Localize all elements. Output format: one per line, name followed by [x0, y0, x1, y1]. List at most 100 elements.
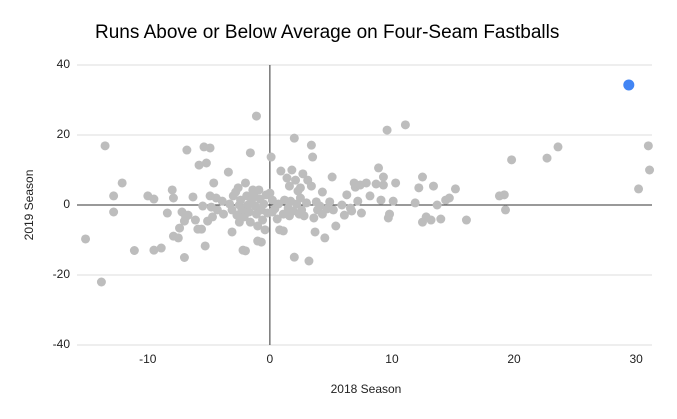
point — [109, 207, 119, 217]
point — [197, 224, 207, 234]
point — [168, 193, 178, 203]
point — [310, 227, 320, 237]
point — [308, 152, 318, 162]
point — [217, 196, 227, 206]
point — [643, 141, 653, 151]
point — [251, 111, 261, 121]
point — [553, 142, 563, 152]
point — [634, 184, 644, 194]
point — [295, 183, 305, 193]
point — [282, 173, 292, 183]
point — [245, 217, 255, 227]
point — [378, 172, 388, 182]
point — [182, 145, 192, 155]
point — [175, 223, 185, 233]
point — [315, 201, 325, 211]
point — [385, 209, 395, 219]
point — [400, 120, 410, 130]
point — [542, 153, 552, 163]
point — [391, 178, 401, 188]
x-tick-label: -10 — [139, 352, 157, 366]
x-tick-label: 20 — [507, 352, 521, 366]
point — [149, 194, 159, 204]
point — [209, 178, 219, 188]
point — [291, 175, 301, 185]
point — [444, 193, 454, 203]
point — [156, 243, 166, 253]
x-tick-label: 0 — [267, 352, 274, 366]
point — [272, 214, 282, 224]
point — [306, 140, 316, 150]
point — [295, 193, 305, 203]
point — [432, 200, 442, 210]
point — [365, 191, 375, 201]
point — [109, 191, 119, 201]
point — [461, 215, 471, 225]
x-axis-title: 2018 Season — [331, 382, 402, 396]
point — [81, 234, 91, 244]
point — [320, 233, 330, 243]
point — [501, 205, 511, 215]
point — [237, 205, 247, 215]
point — [258, 215, 268, 225]
point — [347, 206, 357, 216]
point — [382, 125, 392, 135]
point — [162, 208, 172, 218]
point — [240, 246, 250, 256]
point — [278, 226, 288, 236]
point — [325, 197, 335, 207]
point — [331, 221, 341, 231]
point — [374, 163, 384, 173]
point — [299, 211, 309, 221]
x-tick-label: 30 — [629, 352, 643, 366]
point — [129, 246, 139, 255]
y-tick-label: 40 — [57, 57, 71, 71]
point — [342, 190, 352, 200]
point — [289, 252, 299, 262]
point — [417, 172, 427, 182]
point — [254, 185, 264, 195]
point — [208, 212, 218, 222]
point — [289, 133, 299, 143]
y-tick-label: 0 — [63, 197, 70, 211]
point — [414, 183, 424, 193]
point — [194, 160, 204, 170]
point — [198, 201, 208, 211]
point — [190, 215, 200, 225]
point — [223, 167, 233, 177]
point — [173, 233, 183, 243]
point — [218, 209, 228, 219]
point — [179, 253, 189, 262]
point — [284, 181, 294, 191]
point — [356, 208, 366, 218]
point — [388, 196, 398, 206]
point — [149, 245, 159, 255]
chart-title: Runs Above or Below Average on Four-Seam… — [95, 22, 559, 43]
point — [253, 221, 263, 231]
point — [339, 210, 349, 220]
point — [353, 196, 363, 206]
point — [426, 215, 436, 225]
point — [100, 141, 110, 151]
point — [428, 181, 438, 191]
point — [201, 158, 211, 168]
y-tick-label: -20 — [53, 267, 71, 281]
point — [245, 148, 255, 158]
point — [327, 172, 337, 182]
point — [378, 180, 388, 190]
point — [227, 227, 237, 237]
point — [304, 256, 314, 266]
point — [371, 179, 381, 189]
point — [450, 184, 460, 194]
point — [244, 207, 254, 217]
y-axis-title: 2019 Season — [22, 170, 36, 241]
point — [645, 165, 655, 175]
point — [287, 165, 297, 175]
point — [117, 178, 127, 188]
point — [233, 183, 243, 193]
y-tick-label: 20 — [57, 127, 71, 141]
point — [317, 187, 327, 197]
point — [183, 210, 193, 220]
point — [306, 181, 316, 191]
